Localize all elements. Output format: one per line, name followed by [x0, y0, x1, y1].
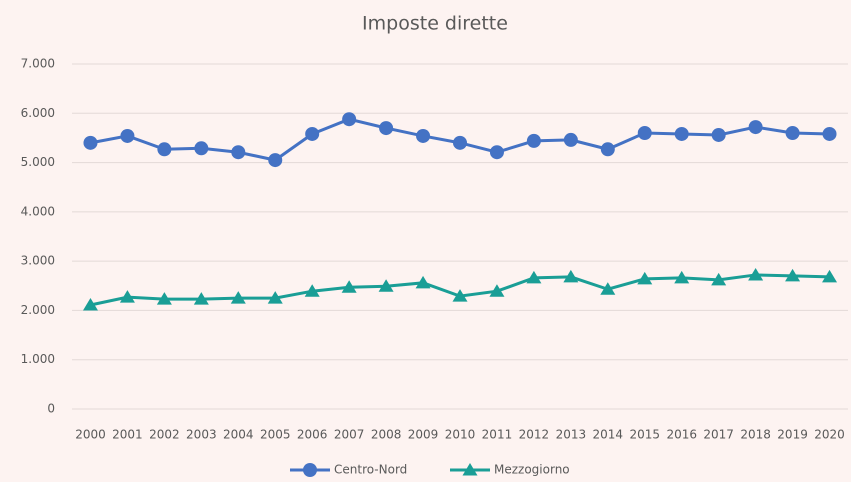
data-point [600, 282, 616, 295]
data-point [526, 133, 541, 148]
x-tick-label: 2019 [777, 428, 808, 442]
data-point [415, 275, 431, 289]
x-tick-label: 2011 [482, 428, 513, 442]
legend-marker [303, 463, 317, 477]
data-point [453, 135, 467, 150]
data-point [193, 292, 209, 305]
y-tick-label: 4.000 [21, 204, 55, 218]
x-tick-label: 2000 [75, 428, 106, 442]
data-point [785, 126, 800, 140]
x-tick-label: 2002 [149, 428, 180, 442]
data-point [341, 280, 357, 293]
x-tick-label: 2010 [445, 428, 476, 442]
data-point [194, 141, 209, 156]
data-point [156, 292, 172, 305]
y-tick-label: 3.000 [21, 254, 55, 268]
x-tick-label: 2006 [297, 428, 328, 442]
data-point [120, 128, 135, 143]
x-tick-label: 2017 [703, 428, 734, 442]
data-point [230, 291, 246, 304]
data-point [83, 135, 98, 150]
data-point [82, 298, 98, 311]
data-point [342, 112, 357, 127]
x-tick-label: 2012 [519, 428, 550, 442]
data-point [526, 270, 542, 284]
x-tick-label: 2013 [556, 428, 587, 442]
data-point [489, 284, 505, 297]
data-point [268, 153, 283, 168]
x-tick-label: 2007 [334, 428, 365, 442]
data-point [267, 291, 283, 304]
data-point [157, 142, 172, 157]
x-tick-label: 2020 [814, 428, 845, 442]
data-point [119, 290, 135, 303]
x-tick-label: 2001 [112, 428, 143, 442]
chart-title: Imposte dirette [362, 13, 508, 35]
data-point [304, 284, 320, 297]
x-tick-label: 2005 [260, 428, 291, 442]
data-point [231, 145, 246, 160]
y-tick-label: 2.000 [21, 303, 55, 317]
data-point [305, 126, 320, 141]
data-point [711, 272, 727, 286]
y-tick-label: 5.000 [21, 155, 55, 169]
x-tick-label: 2014 [593, 428, 624, 442]
data-point [785, 268, 801, 282]
data-point [379, 121, 394, 136]
data-point [600, 142, 615, 157]
x-tick-label: 2003 [186, 428, 217, 442]
x-tick-label: 2004 [223, 428, 254, 442]
y-tick-label: 6.000 [21, 106, 55, 120]
data-point [416, 128, 431, 143]
x-tick-label: 2016 [666, 428, 697, 442]
y-tick-label: 7.000 [21, 57, 55, 71]
data-point [637, 271, 653, 285]
data-point [711, 127, 726, 142]
x-tick-label: 2008 [371, 428, 402, 442]
y-tick-label: 0 [47, 402, 55, 416]
x-tick-label: 2018 [740, 428, 771, 442]
data-point [637, 126, 652, 140]
legend-marker [462, 463, 478, 476]
data-point [378, 279, 394, 292]
x-tick-label: 2015 [629, 428, 660, 442]
data-point [452, 289, 468, 302]
legend-label: Mezzogiorno [494, 463, 570, 477]
data-point [563, 132, 578, 147]
x-tick-label: 2009 [408, 428, 439, 442]
data-point [563, 269, 579, 283]
data-point [674, 270, 690, 284]
y-tick-label: 1.000 [21, 352, 55, 366]
data-point [822, 126, 837, 141]
legend-label: Centro-Nord [334, 463, 407, 477]
data-point [748, 267, 764, 281]
data-point [748, 120, 763, 135]
data-point [489, 145, 504, 160]
data-point [674, 126, 689, 141]
data-point [822, 269, 838, 283]
